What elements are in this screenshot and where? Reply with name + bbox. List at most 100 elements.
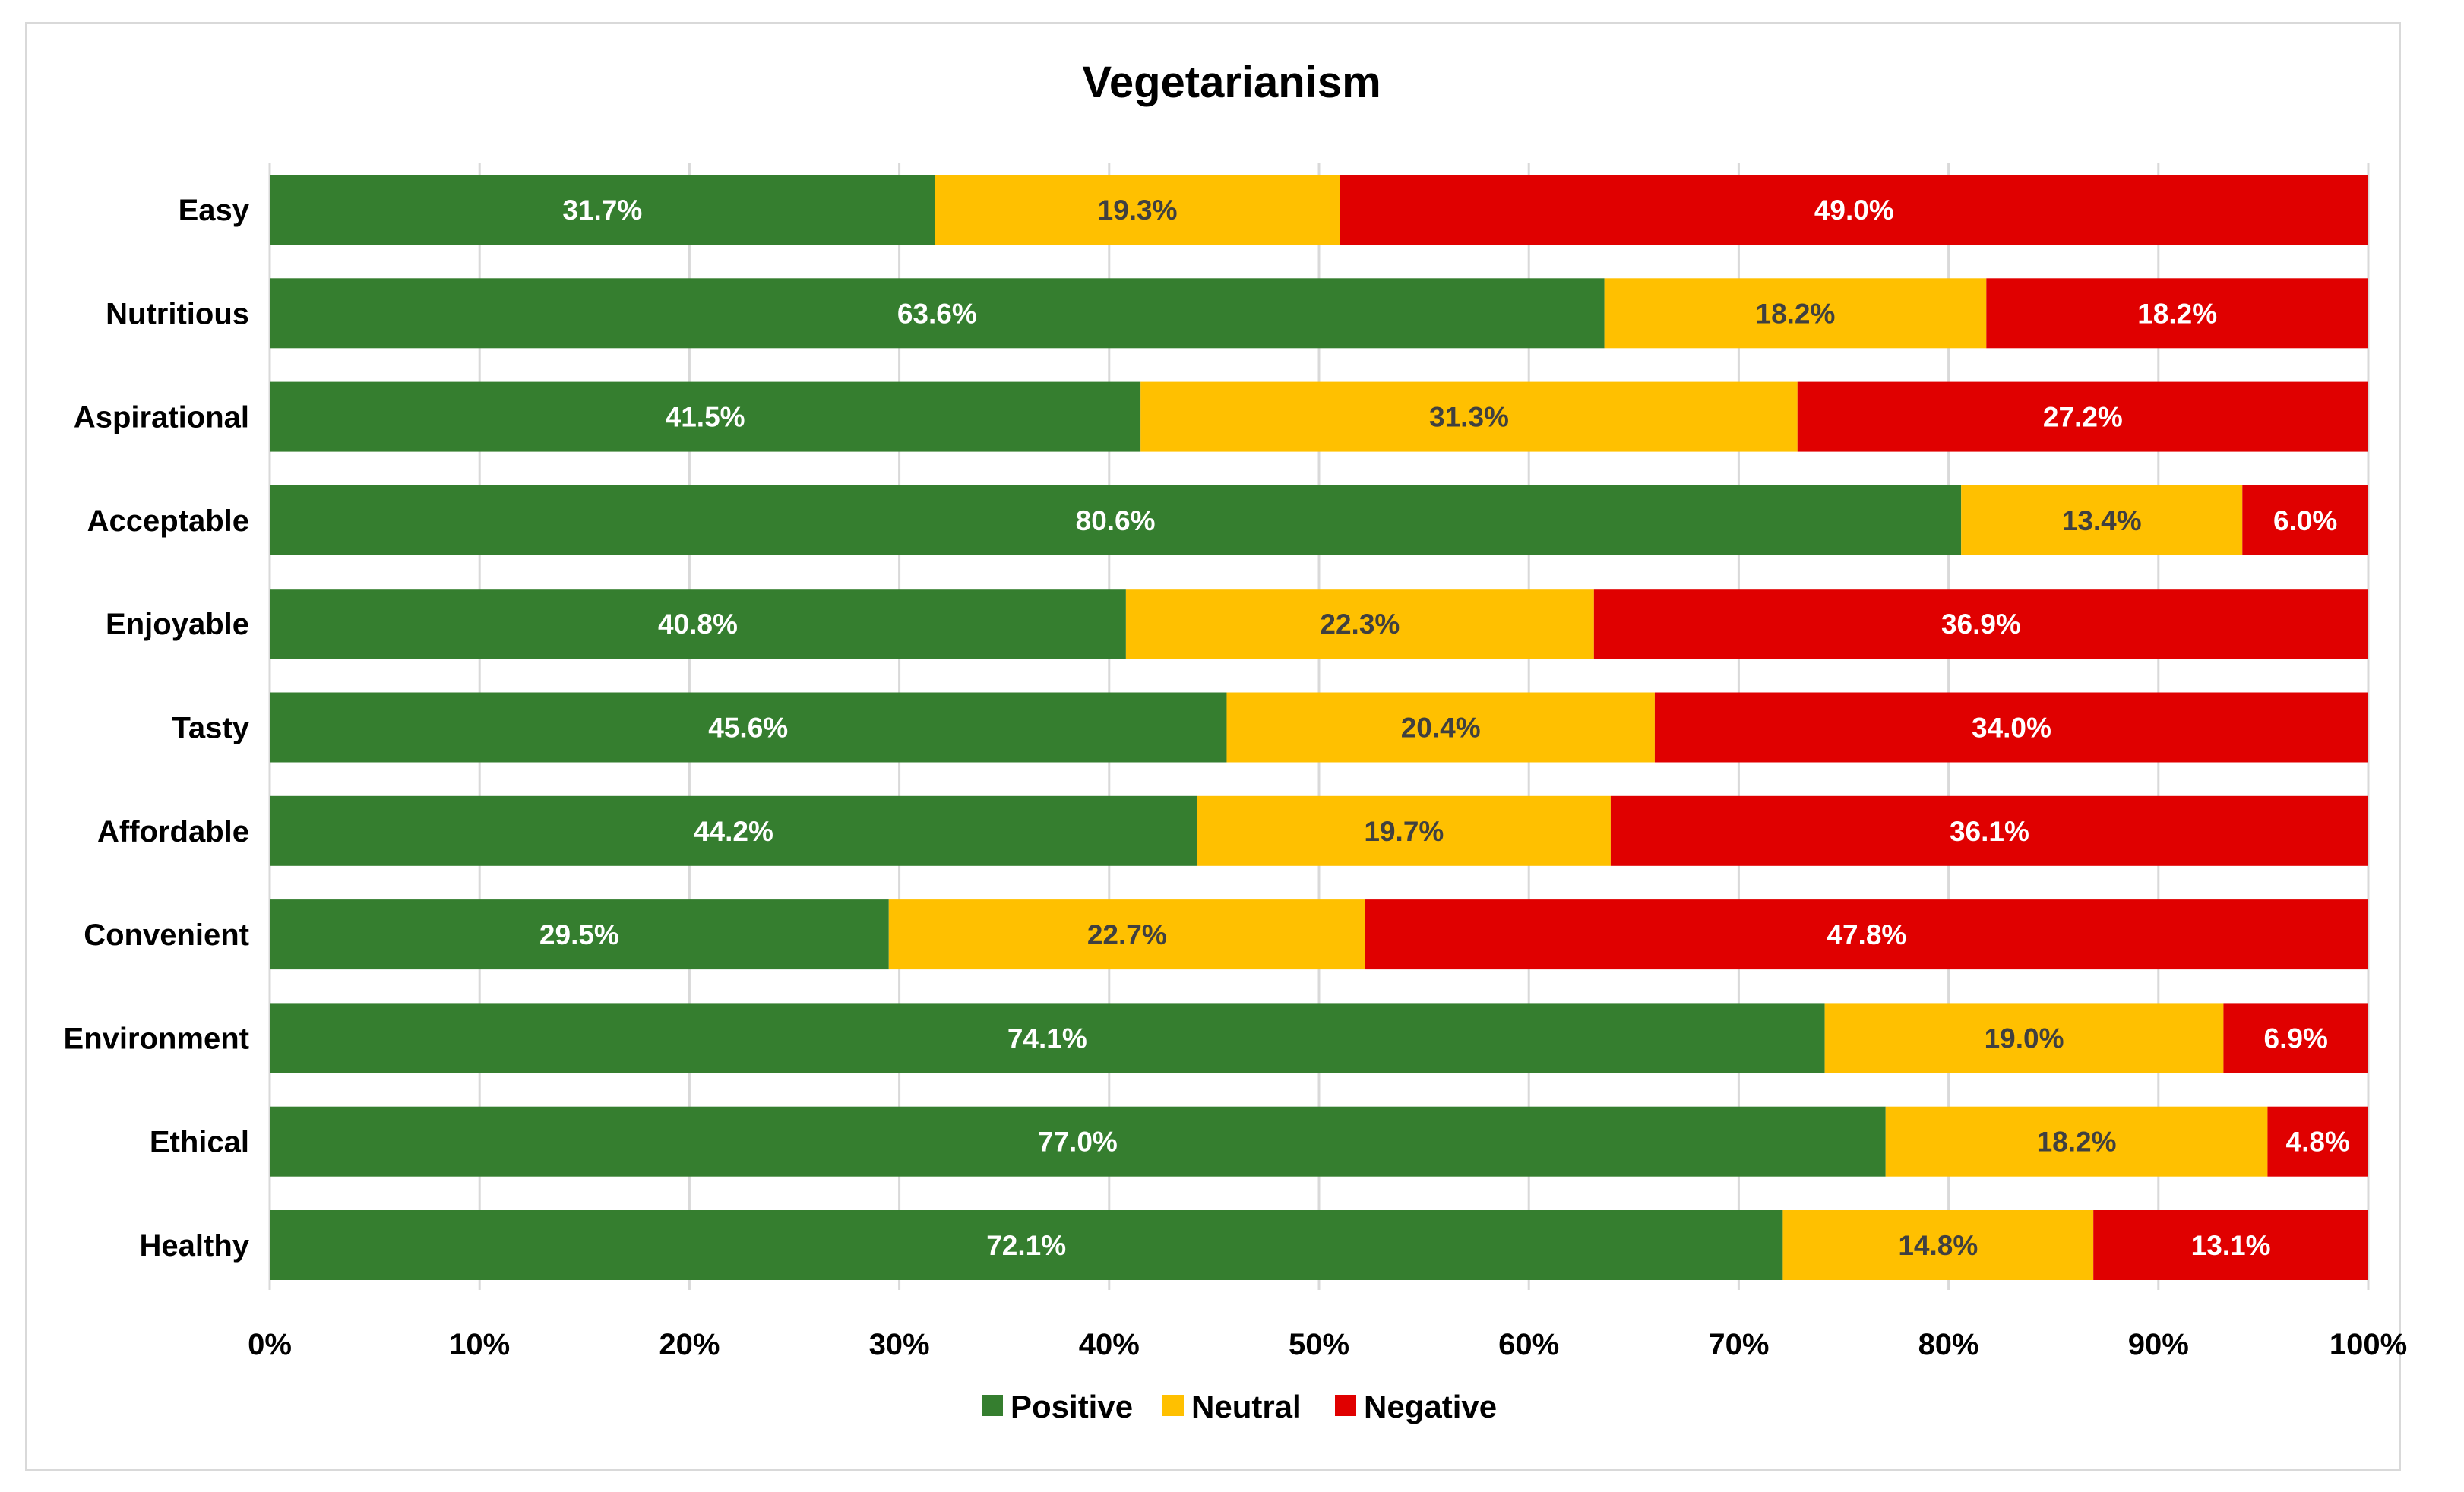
- bar-segment-neutral: [1604, 278, 1987, 349]
- bar-row: 31.7% 19.3% 49.0%: [270, 175, 2368, 245]
- data-label-positive: 31.7%: [562, 194, 642, 226]
- legend-item-neutral: Neutral: [1162, 1389, 1302, 1424]
- bar-series: 31.7% 19.3% 49.0% 63.6% 18.2% 18.2% 41.5% 31.3%…: [270, 175, 2368, 1280]
- category-label: Convenient: [84, 918, 249, 952]
- data-label-positive: 74.1%: [1007, 1023, 1087, 1054]
- data-label-neutral: 22.3%: [1320, 608, 1400, 640]
- category-label: Nutritious: [106, 297, 249, 330]
- bar-segment-positive: [270, 692, 1227, 763]
- bar-row: 63.6% 18.2% 18.2%: [270, 278, 2368, 349]
- data-label-positive: 77.0%: [1038, 1127, 1118, 1158]
- bar-segment-negative: [2223, 1003, 2368, 1073]
- bar-segment-neutral: [1961, 485, 2243, 555]
- bar-segment-positive: [270, 485, 1962, 555]
- legend-label: Neutral: [1191, 1389, 1302, 1424]
- bar-segment-positive: [270, 381, 1141, 452]
- bar-segment-positive: [270, 278, 1605, 349]
- data-label-negative: 36.9%: [1941, 608, 2021, 640]
- category-label: Environment: [64, 1022, 249, 1055]
- bar-row: 29.5% 22.7% 47.8%: [270, 899, 2368, 970]
- legend: Positive Neutral Negative: [982, 1389, 1497, 1424]
- bar-row: 80.6% 13.4% 6.0%: [270, 485, 2368, 555]
- bar-segment-positive: [270, 795, 1197, 866]
- bar-segment-neutral: [888, 899, 1365, 970]
- legend-swatch: [1335, 1395, 1356, 1416]
- bar-segment-negative: [1610, 795, 2368, 866]
- bar-segment-neutral: [1824, 1003, 2224, 1073]
- bar-segment-neutral: [935, 175, 1340, 245]
- data-label-positive: 72.1%: [986, 1230, 1066, 1261]
- x-tick-label: 100%: [2330, 1328, 2407, 1361]
- category-label: Enjoyable: [106, 608, 249, 641]
- bar-segment-negative: [1654, 692, 2368, 763]
- data-label-positive: 63.6%: [897, 298, 977, 329]
- category-label: Ethical: [150, 1126, 249, 1159]
- bar-row: 45.6% 20.4% 34.0%: [270, 692, 2368, 763]
- bar-segment-neutral: [1125, 589, 1594, 659]
- data-label-neutral: 13.4%: [2062, 505, 2142, 536]
- bar-segment-neutral: [1782, 1210, 2094, 1280]
- value-axis: 0% 10% 20% 30% 40% 50% 60% 70% 80% 90% 100%: [248, 1328, 2407, 1361]
- data-label-negative: 18.2%: [2137, 298, 2217, 329]
- bar-segment-negative: [1797, 381, 2368, 452]
- legend-swatch: [982, 1395, 1003, 1416]
- data-label-negative: 13.1%: [2191, 1230, 2271, 1261]
- bar-segment-negative: [1365, 899, 2368, 970]
- data-label-neutral: 22.7%: [1087, 919, 1167, 950]
- bar-row: 74.1% 19.0% 6.9%: [270, 1003, 2368, 1073]
- data-label-neutral: 19.0%: [1985, 1023, 2064, 1054]
- bar-row: 77.0% 18.2% 4.8%: [270, 1106, 2368, 1177]
- x-tick-label: 10%: [449, 1328, 510, 1361]
- category-label: Tasty: [172, 712, 249, 745]
- category-axis: Easy Nutritious Aspirational Acceptable Enjo…: [64, 194, 250, 1263]
- data-label-neutral: 18.2%: [1756, 298, 1836, 329]
- data-label-positive: 45.6%: [708, 713, 788, 744]
- data-label-negative: 6.9%: [2264, 1023, 2328, 1054]
- bar-segment-positive: [270, 1106, 1886, 1177]
- legend-swatch: [1162, 1395, 1184, 1416]
- bar-row: 41.5% 31.3% 27.2%: [270, 381, 2368, 452]
- legend-label: Negative: [1364, 1389, 1497, 1424]
- bar-segment-neutral: [1226, 692, 1655, 763]
- data-label-positive: 29.5%: [539, 919, 619, 950]
- bar-segment-negative: [1986, 278, 2368, 349]
- x-tick-label: 20%: [659, 1328, 720, 1361]
- data-label-negative: 4.8%: [2286, 1127, 2350, 1158]
- category-label: Healthy: [140, 1229, 250, 1263]
- bar-segment-negative: [2267, 1106, 2368, 1177]
- data-label-neutral: 20.4%: [1401, 713, 1481, 744]
- bar-segment-negative: [2093, 1210, 2368, 1280]
- data-label-negative: 27.2%: [2043, 402, 2123, 433]
- data-label-positive: 44.2%: [694, 816, 773, 847]
- category-label: Aspirational: [74, 401, 249, 435]
- x-tick-label: 70%: [1708, 1328, 1769, 1361]
- bar-segment-positive: [270, 899, 889, 970]
- legend-item-positive: Positive: [982, 1389, 1133, 1424]
- data-label-negative: 34.0%: [1972, 713, 2051, 744]
- data-label-neutral: 19.3%: [1098, 194, 1178, 226]
- bar-row: 44.2% 19.7% 36.1%: [270, 795, 2368, 866]
- legend-item-negative: Negative: [1335, 1389, 1497, 1424]
- bar-segment-negative: [1340, 175, 2368, 245]
- bar-segment-negative: [2242, 485, 2368, 555]
- bar-segment-positive: [270, 1210, 1783, 1280]
- legend-label: Positive: [1011, 1389, 1133, 1424]
- bar-row: 40.8% 22.3% 36.9%: [270, 589, 2368, 659]
- bar-segment-positive: [270, 1003, 1825, 1073]
- category-label: Easy: [179, 194, 250, 227]
- data-label-positive: 80.6%: [1076, 505, 1156, 536]
- bar-segment-positive: [270, 175, 935, 245]
- category-label: Acceptable: [87, 504, 249, 538]
- bar-segment-neutral: [1197, 795, 1611, 866]
- x-tick-label: 60%: [1498, 1328, 1559, 1361]
- bar-segment-neutral: [1140, 381, 1798, 452]
- bar-segment-positive: [270, 589, 1126, 659]
- category-label: Affordable: [97, 815, 249, 849]
- x-tick-label: 50%: [1289, 1328, 1349, 1361]
- data-label-neutral: 14.8%: [1898, 1230, 1978, 1261]
- data-label-positive: 41.5%: [666, 402, 745, 433]
- data-label-neutral: 31.3%: [1429, 402, 1509, 433]
- x-tick-label: 90%: [2128, 1328, 2189, 1361]
- x-tick-label: 30%: [869, 1328, 930, 1361]
